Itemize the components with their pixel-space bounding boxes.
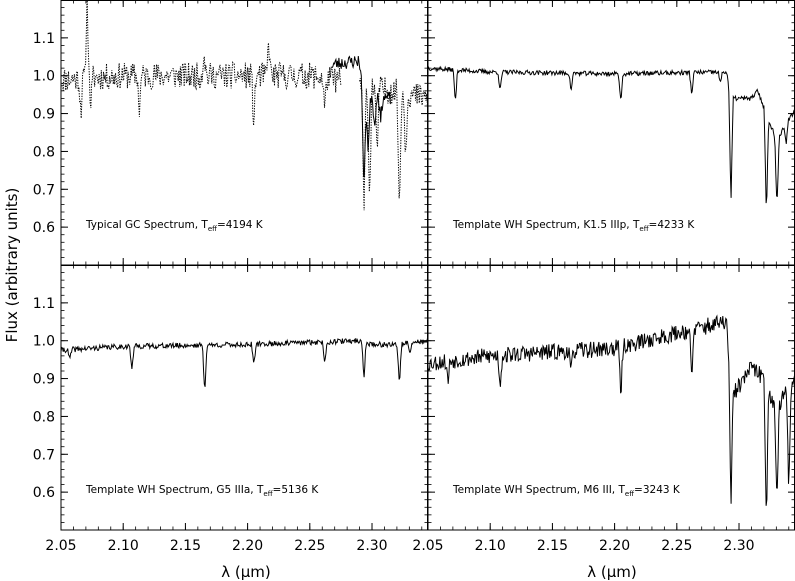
annotation-text: Template WH Spectrum, M6 III, T (452, 484, 625, 496)
panel-bottom-left: 2.05 2.10 2.15 2.20 2.25 2.30 0.6 0.7 0.8 0.9 1.0 1… (33, 264, 428, 554)
y-tick-label: 0.9 (33, 372, 55, 388)
annotation-subscript: eff (625, 490, 634, 498)
spectrum-series-1 (428, 65, 795, 204)
y-tick-label: 1.0 (33, 69, 55, 85)
annotation-subscript: eff (208, 225, 217, 233)
annotation-value: =3243 K (634, 484, 681, 496)
annotation-text: Typical GC Spectrum, T (85, 219, 208, 231)
y-tick-label: 0.8 (33, 144, 55, 160)
y-axis-label: Flux (arbitrary units) (3, 188, 21, 343)
x-tick-label: 2.30 (723, 538, 754, 554)
y-tick-label: 1.1 (33, 31, 55, 47)
spectrum-series-1 (61, 0, 342, 126)
y-tick-label: 1.1 (33, 296, 55, 312)
x-tick-label: 2.25 (661, 538, 692, 554)
spectrum-series-2 (331, 55, 391, 178)
annotation-subscript: eff (639, 225, 648, 233)
x-tick-label: 2.20 (232, 538, 263, 554)
panel-annotation: Typical GC Spectrum, Teff=4194 K (85, 219, 264, 233)
annotation-text: Template WH Spectrum, G5 IIIa, T (85, 484, 264, 496)
annotation-text: Template WH Spectrum, K1.5 IIIp, T (452, 219, 640, 231)
annotation-subscript: eff (263, 490, 272, 498)
y-tick-label: 0.9 (33, 107, 55, 123)
x-tick-label: 2.05 (45, 538, 76, 554)
x-axis-label-left: λ (μm) (221, 563, 271, 581)
x-tick-label: 2.20 (599, 538, 630, 554)
x-tick-label: 2.25 (294, 538, 325, 554)
panel-bottom-right: 2.05 2.10 2.15 2.20 2.25 2.30 Template WH Spec… (412, 264, 795, 554)
y-tick-label: 1.0 (33, 334, 55, 350)
panel-top-left: 0.6 0.7 0.8 0.9 1.0 1.1 Typical GC Spectrum, T… (33, 0, 428, 266)
spectrum-series-1 (61, 338, 428, 387)
x-tick-label: 2.05 (412, 538, 443, 554)
y-tick-label: 0.6 (33, 220, 55, 236)
annotation-value: =4233 K (649, 219, 696, 231)
y-tick-label: 0.7 (33, 182, 55, 198)
annotation-value: =4194 K (217, 219, 264, 231)
y-tick-label: 0.7 (33, 447, 55, 463)
x-axis-label-right: λ (μm) (587, 563, 637, 581)
x-tick-label: 2.15 (170, 538, 201, 554)
annotation-value: =5136 K (273, 484, 320, 496)
panel-annotation: Template WH Spectrum, M6 III, Teff=3243 … (452, 484, 681, 498)
y-tick-label: 0.6 (33, 485, 55, 501)
x-tick-label: 2.15 (537, 538, 568, 554)
x-tick-label: 2.10 (475, 538, 506, 554)
x-tick-label: 2.10 (108, 538, 139, 554)
spectrum-series-1 (428, 314, 795, 506)
x-tick-label: 2.30 (356, 538, 387, 554)
panel-top-right: Template WH Spectrum, K1.5 IIIp, Teff=42… (427, 0, 795, 266)
panel-annotation: Template WH Spectrum, K1.5 IIIp, Teff=42… (452, 219, 695, 233)
panel-annotation: Template WH Spectrum, G5 IIIa, Teff=5136… (85, 484, 319, 498)
spectrum-series-1 (359, 75, 428, 211)
y-tick-label: 0.8 (33, 409, 55, 425)
